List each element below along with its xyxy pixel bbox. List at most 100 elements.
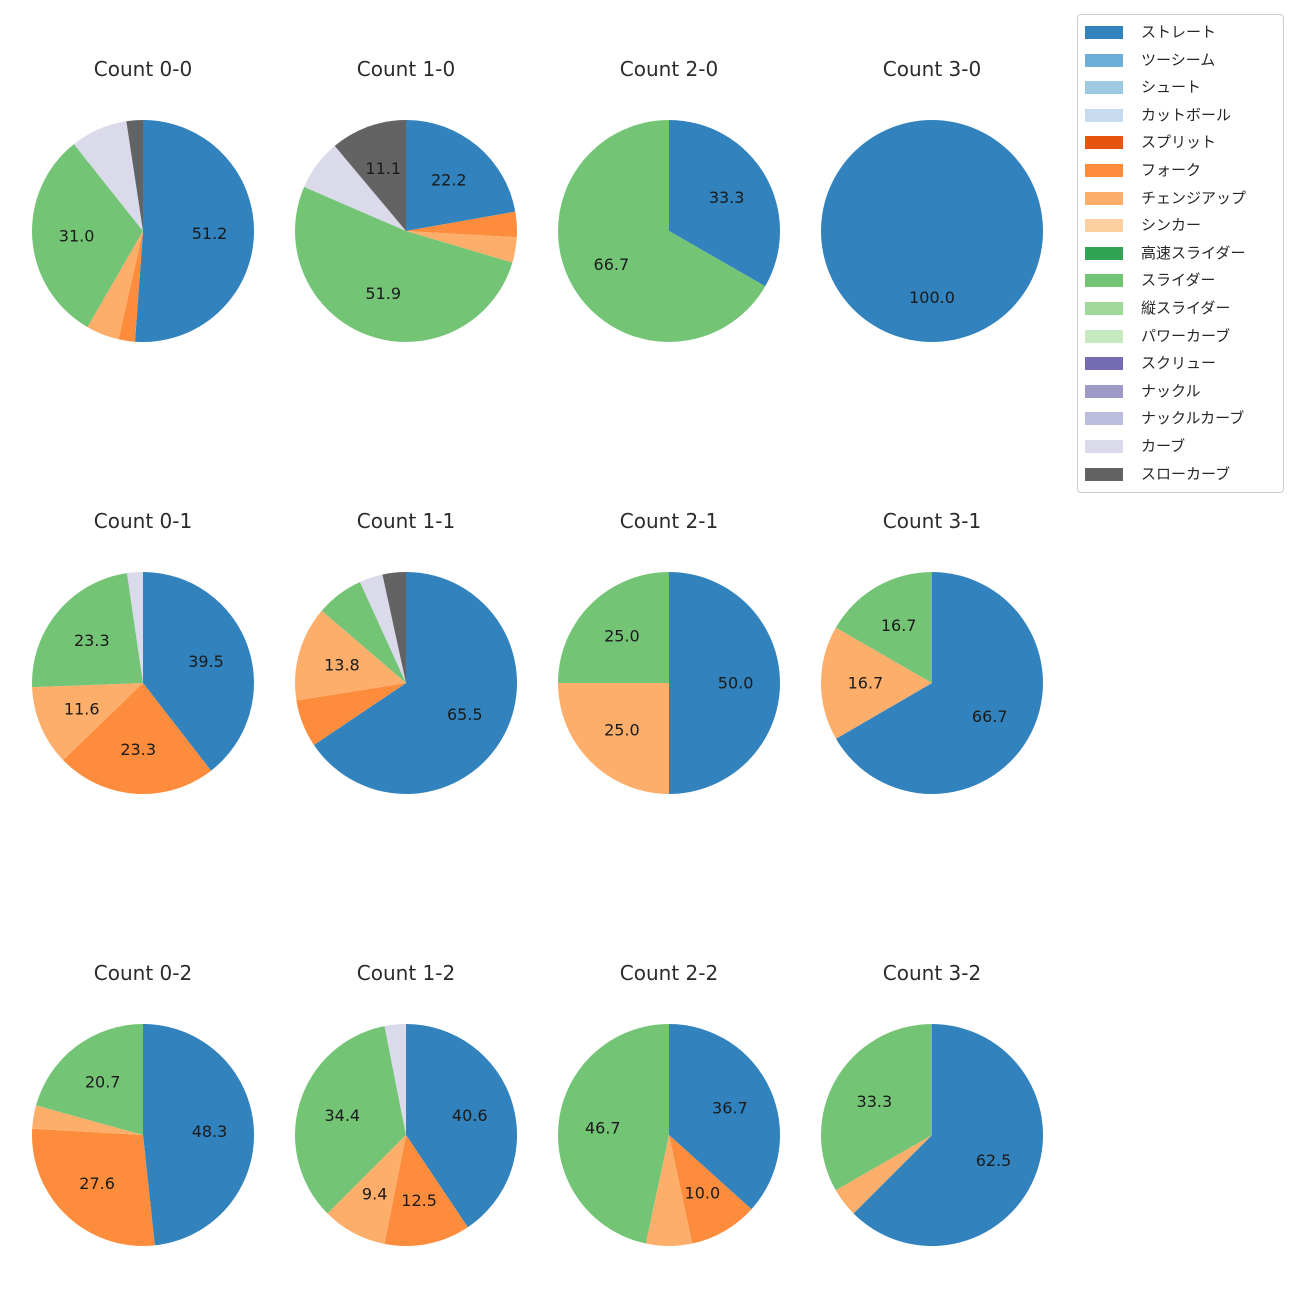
pie-slice-label: 48.3 <box>192 1122 228 1141</box>
pie-slice-label: 13.8 <box>324 656 360 675</box>
pie-slice-label: 40.6 <box>452 1106 488 1125</box>
legend-label: シュート <box>1141 78 1202 97</box>
pie: 22.2 51.9 11.1 <box>295 120 517 342</box>
legend-item: 縦スライダー <box>1085 300 1277 315</box>
pie: 66.7 16.7 16.7 <box>820 572 1044 794</box>
pie-slice <box>669 120 780 287</box>
chart-title: Count 2-0 <box>619 57 719 81</box>
pie: 65.5 13.8 <box>295 572 518 794</box>
pie-slice-label: 62.5 <box>976 1151 1012 1170</box>
legend-swatch <box>1085 384 1123 398</box>
legend-label: ナックル <box>1141 381 1201 400</box>
legend-swatch <box>1085 329 1123 343</box>
legend-item: ストレート <box>1085 25 1277 40</box>
pie-slice-label: 51.9 <box>365 284 401 303</box>
legend-item: ナックルカーブ <box>1085 411 1277 426</box>
pie-slice <box>32 1128 155 1247</box>
pie-slice-label: 27.6 <box>79 1174 115 1193</box>
pie-slice <box>557 120 766 342</box>
legend-label: パワーカーブ <box>1141 326 1231 345</box>
legend-label: チェンジアップ <box>1141 188 1247 207</box>
chart-title: Count 0-0 <box>93 57 193 81</box>
pie-slice-label: 10.0 <box>685 1183 721 1202</box>
pie-slice <box>321 582 406 683</box>
chart-title: Count 3-1 <box>882 509 982 533</box>
pie-slice <box>295 186 513 342</box>
pie-slice <box>558 572 669 683</box>
pie: 33.3 66.7 <box>557 120 780 342</box>
pie: 62.5 33.3 <box>821 1024 1043 1246</box>
pie-slice <box>835 1135 932 1214</box>
pie-slice <box>118 231 143 342</box>
pie-slice-label: 16.7 <box>881 616 917 635</box>
legend-swatch <box>1085 191 1123 205</box>
pie-slice <box>382 572 406 683</box>
pie-slice <box>36 1024 143 1135</box>
legend-swatch <box>1085 26 1123 39</box>
chart-title: Count 3-2 <box>882 961 982 985</box>
legend-item: スローカーブ <box>1085 464 1277 483</box>
pie-slice <box>127 572 143 683</box>
pie-chart-count-0-0: Count 0-0 51.2 31.0 <box>12 56 274 376</box>
legend-item: チェンジアップ <box>1085 188 1277 207</box>
pie-slice <box>669 572 780 794</box>
chart-title: Count 0-2 <box>93 961 193 985</box>
legend-swatch <box>1085 219 1123 233</box>
pie-slice-label: 31.0 <box>59 227 95 246</box>
legend-item: ツーシーム <box>1085 52 1277 67</box>
legend-item: フォーク <box>1085 160 1277 179</box>
pie-slice <box>835 572 1044 794</box>
legend-item: パワーカーブ <box>1085 326 1277 345</box>
legend-item: カーブ <box>1085 438 1277 453</box>
pie-slice-label: 46.7 <box>585 1119 621 1138</box>
legend-swatch <box>1085 357 1123 371</box>
pie-slice <box>669 1024 780 1210</box>
pie-slice <box>645 1135 693 1247</box>
pie-slice-label: 65.5 <box>447 705 483 724</box>
pie-slice <box>63 683 212 795</box>
chart-title: Count 3-0 <box>882 57 982 81</box>
pie-slice-label: 22.2 <box>431 171 467 190</box>
pie-slice <box>295 610 406 701</box>
pie-slice-label: 66.7 <box>594 255 630 274</box>
pie-chart-count-3-0: Count 3-0 100.0 <box>801 56 1063 376</box>
pie: 48.3 27.6 20.7 <box>32 1024 255 1247</box>
legend-label: スローカーブ <box>1141 464 1231 483</box>
legend-swatch <box>1085 246 1123 260</box>
pie-chart-count-3-2: Count 3-2 62.5 33.3 <box>801 960 1063 1280</box>
pie-slice-label: 33.3 <box>709 188 745 207</box>
pie: 40.6 12.5 9.4 34.4 <box>294 1024 518 1246</box>
legend-label: フォーク <box>1141 160 1202 179</box>
chart-title: Count 2-2 <box>619 961 719 985</box>
pie-chart-count-0-2: Count 0-2 48.3 27.6 20.7 <box>12 960 274 1280</box>
pie-chart-count-3-1: Count 3-1 66.7 16.7 16.7 <box>801 508 1063 828</box>
legend-item: シンカー <box>1085 216 1277 235</box>
pie-slice <box>835 572 932 683</box>
legend-label: シンカー <box>1141 216 1202 235</box>
legend-item: ナックル <box>1085 381 1277 400</box>
legend-swatch <box>1085 274 1123 288</box>
pie-slice <box>32 683 143 760</box>
legend-swatch <box>1085 439 1123 453</box>
pie-slice <box>32 1105 143 1135</box>
pie-slice <box>406 1024 518 1228</box>
pie-slice <box>820 627 932 739</box>
pie: 100.0 <box>821 120 1043 342</box>
pie: 51.2 31.0 <box>32 120 255 342</box>
legend-label: スクリュー <box>1141 354 1217 373</box>
legend-swatch <box>1085 53 1123 67</box>
pie-slice <box>87 231 143 340</box>
pie: 36.7 10.0 46.7 <box>557 1024 780 1247</box>
legend-label: スプリット <box>1141 133 1217 152</box>
pie-slice-label: 23.3 <box>120 740 156 759</box>
pie-chart-count-2-2: Count 2-2 36.7 10.0 46.7 <box>538 960 800 1280</box>
chart-title: Count 2-1 <box>619 509 719 533</box>
pie-slice-label: 34.4 <box>324 1106 360 1125</box>
pie-slice <box>73 121 143 231</box>
legend-swatch <box>1085 467 1123 481</box>
pie-slice-label: 16.7 <box>848 674 884 693</box>
pie-slice-label: 11.6 <box>64 700 100 719</box>
pie-slice-label: 23.3 <box>74 631 110 650</box>
pie-slice <box>406 211 517 238</box>
pie-slice <box>334 120 406 231</box>
